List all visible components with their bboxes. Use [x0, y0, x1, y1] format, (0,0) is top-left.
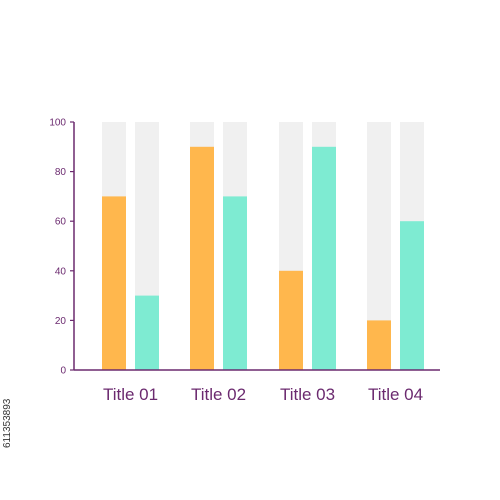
bar-4-series-2 — [400, 221, 424, 370]
y-axis: 0 20 40 60 80 100 — [49, 118, 75, 377]
bar-3-series-2 — [312, 146, 336, 370]
bars-group — [102, 122, 424, 370]
bar-2-series-1 — [190, 146, 214, 370]
category-label-1: Title 01 — [103, 385, 158, 404]
y-tick-label-60: 60 — [55, 217, 67, 228]
bar-1-series-2 — [135, 295, 159, 370]
bar-3-series-1 — [279, 270, 303, 370]
bar-1-series-1 — [102, 196, 126, 370]
category-label-4: Title 04 — [368, 385, 423, 404]
category-label-3: Title 03 — [280, 385, 335, 404]
y-tick-label-40: 40 — [55, 266, 67, 277]
y-tick-label-80: 80 — [55, 167, 67, 178]
bar-2-series-2 — [223, 196, 247, 370]
side-label: 611353893 — [2, 398, 13, 448]
bar-4-series-1 — [367, 320, 391, 370]
x-axis: Title 01 Title 02 Title 03 Title 04 — [74, 369, 440, 404]
y-tick-label-0: 0 — [60, 366, 66, 377]
y-tick-label-100: 100 — [49, 118, 66, 129]
y-tick-label-20: 20 — [55, 316, 67, 327]
category-label-2: Title 02 — [191, 385, 246, 404]
